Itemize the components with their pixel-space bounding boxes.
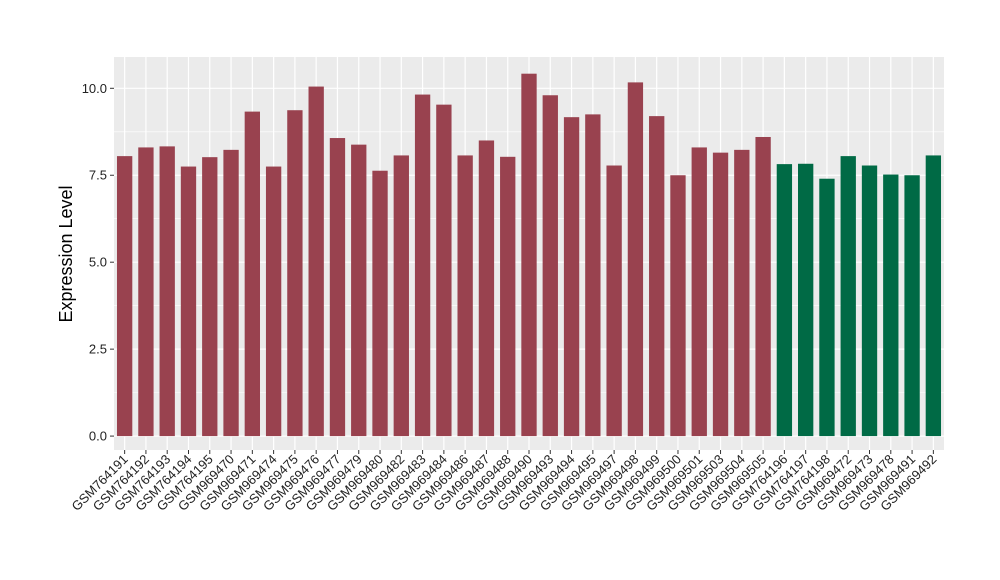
bar [925,155,942,437]
y-tick-label: 2.5 [89,342,107,357]
bar [244,111,260,437]
bar [159,146,175,437]
bar [755,136,771,437]
bar [542,95,558,437]
bar [180,166,197,437]
bar [840,156,856,437]
bar [585,114,601,437]
bar [329,138,346,437]
y-axis-title: Expression Level [56,185,76,322]
bar [372,170,388,437]
bar-series [116,73,942,437]
bar [691,147,707,437]
y-tick-label: 5.0 [89,255,107,270]
bar [138,147,154,437]
bar [627,82,644,437]
bar [414,94,431,437]
bar [308,86,324,437]
bar [819,178,835,437]
bar [500,156,516,437]
bar [457,155,473,437]
bar [649,116,665,437]
bar [776,164,793,437]
bar [861,165,878,437]
bar [606,165,622,437]
bar [670,175,686,437]
bar [478,140,495,437]
x-axis: GSM764191GSM764192GSM764193GSM764194GSM7… [69,450,939,514]
bar [202,157,218,437]
y-tick-label: 0.0 [89,429,107,444]
bar [265,166,282,437]
bar [712,152,729,437]
bar [798,163,814,437]
bar [734,149,750,437]
bar [521,73,537,437]
bar [223,149,239,437]
bar [393,155,409,437]
bar [563,117,580,437]
bar [116,156,133,437]
bar [436,104,452,437]
bar [351,144,367,437]
y-tick-label: 10.0 [82,81,107,96]
bar [904,175,920,437]
bar [287,110,303,437]
bar [883,174,899,437]
y-axis: 0.0 2.5 5.0 7.5 10.0 [82,81,114,444]
y-tick-label: 7.5 [89,168,107,183]
